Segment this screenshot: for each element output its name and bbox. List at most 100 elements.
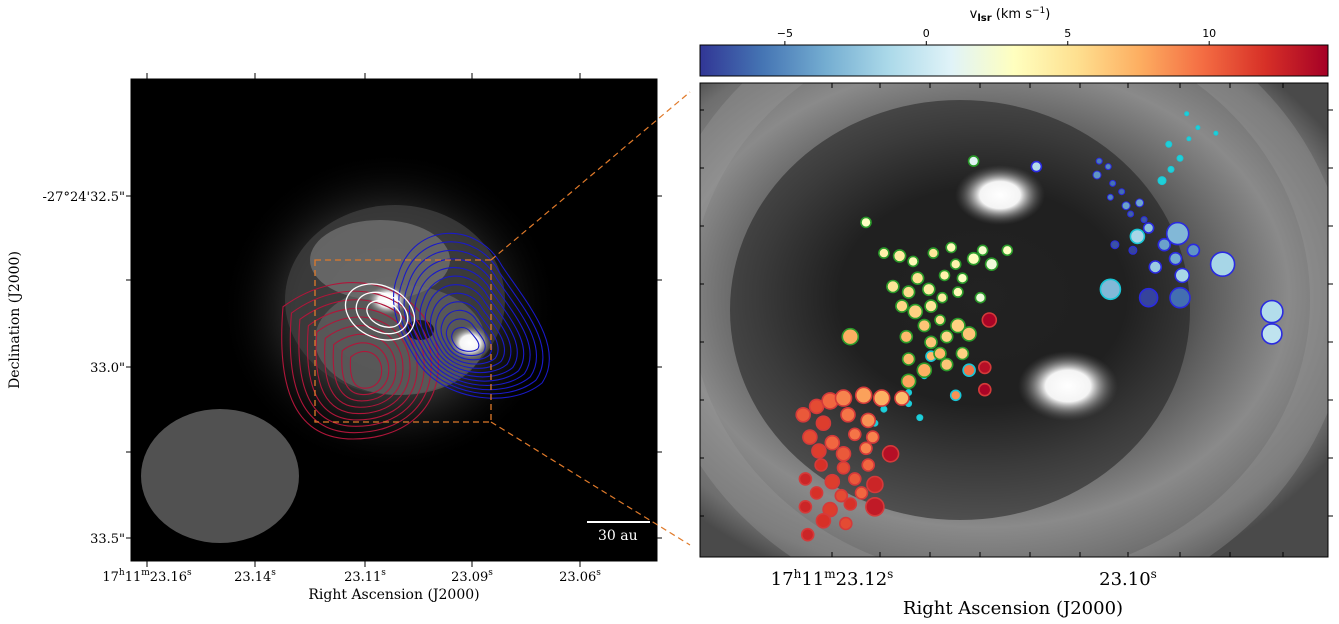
maser-spot-blue bbox=[1174, 267, 1190, 284]
maser-spot-red bbox=[847, 427, 862, 442]
white-contour bbox=[366, 300, 402, 328]
left-frame bbox=[130, 78, 658, 562]
maser-spot-green bbox=[952, 286, 964, 298]
maser-spot-green bbox=[899, 329, 914, 344]
maser-spot-red bbox=[824, 473, 841, 490]
maser-spot-green bbox=[886, 279, 900, 294]
maser-spot-green bbox=[955, 346, 970, 361]
tick-main: 23.14 bbox=[234, 570, 271, 585]
left-contours bbox=[281, 232, 550, 440]
maser-spot-blue bbox=[1148, 260, 1163, 274]
maser-spot-blue bbox=[1165, 221, 1190, 246]
beam-ellipse bbox=[141, 409, 299, 543]
left-xtick-label: 23.06s bbox=[559, 568, 601, 585]
tick-sup: h bbox=[794, 567, 802, 581]
maser-spot-red bbox=[847, 472, 862, 486]
left-ytick-label: -27°24'32.5" bbox=[43, 190, 125, 205]
maser-spot-green bbox=[895, 299, 909, 313]
tick-main: 17 bbox=[771, 569, 794, 590]
maser-spot-cyan bbox=[1186, 136, 1192, 142]
tick-sup: m bbox=[141, 568, 150, 578]
maser-spot-green bbox=[927, 247, 940, 259]
maser-spot-red bbox=[881, 444, 900, 463]
maser-spot-red bbox=[824, 434, 841, 451]
tick-sup: s bbox=[1151, 567, 1157, 581]
maser-spot-red bbox=[814, 458, 828, 472]
left-xtick-label: 23.09s bbox=[451, 568, 493, 585]
maser-spot-blue bbox=[1135, 198, 1145, 208]
maser-spot-green bbox=[924, 335, 938, 350]
tick-sup: s bbox=[187, 568, 192, 578]
maser-spot-blue bbox=[1030, 160, 1043, 173]
blue-contour bbox=[440, 309, 493, 361]
maser-spot-red bbox=[834, 488, 849, 503]
maser-spot-green bbox=[939, 357, 954, 372]
maser-spot-cyan bbox=[1176, 154, 1184, 162]
maser-spot-blue bbox=[1169, 286, 1191, 309]
maser-spot-green bbox=[910, 271, 925, 286]
maser-spot-blue bbox=[1168, 251, 1183, 266]
tick-main: 17 bbox=[102, 570, 119, 585]
maser-spot-green bbox=[907, 303, 924, 320]
maser-spot-blue bbox=[1128, 245, 1138, 255]
left-image: 30 au bbox=[141, 150, 650, 544]
maser-spot-red bbox=[795, 406, 812, 423]
cb-title-sub: lsr bbox=[977, 13, 991, 24]
maser-spot-red bbox=[815, 512, 832, 529]
maser-spot-blue bbox=[1104, 163, 1112, 171]
maser-spot-cyan bbox=[916, 414, 924, 422]
left-xtick-label: 23.11s bbox=[344, 568, 386, 585]
maser-spot-red bbox=[811, 443, 827, 459]
maser-spot-blue bbox=[1127, 210, 1135, 218]
left-ticks bbox=[126, 73, 662, 567]
blue-contour bbox=[424, 284, 512, 374]
maser-spot-red bbox=[866, 475, 884, 494]
left-ylabel: Declination (J2000) bbox=[7, 251, 23, 389]
maser-spot-red bbox=[854, 486, 869, 500]
maser-spot-red bbox=[815, 415, 832, 432]
tick-main: 23.09 bbox=[451, 570, 488, 585]
maser-spot-blue bbox=[1142, 222, 1155, 234]
left-ytick-label: 33.5" bbox=[90, 532, 125, 547]
maser-spot-green bbox=[950, 317, 966, 334]
maser-spot-blue bbox=[1109, 179, 1117, 187]
tick-sup: s bbox=[596, 568, 601, 578]
right-image bbox=[700, 83, 1328, 557]
tick-end: 23.12 bbox=[836, 569, 888, 590]
blue-contour bbox=[451, 326, 480, 352]
maser-spot-green bbox=[1001, 244, 1014, 257]
tick-sup: h bbox=[119, 568, 125, 578]
maser-spot-red bbox=[860, 412, 877, 429]
maser-spot-green bbox=[892, 249, 907, 263]
zoom-connector-top bbox=[490, 91, 691, 261]
maser-spot-blue bbox=[1118, 188, 1126, 196]
maser-spot-red bbox=[798, 499, 813, 514]
maser-spot-green bbox=[907, 255, 919, 268]
colorbar-tick-label: 0 bbox=[923, 27, 930, 40]
maser-spot-red bbox=[798, 472, 813, 486]
red-contour bbox=[306, 307, 418, 421]
tick-main: 23.10 bbox=[1099, 569, 1151, 590]
maser-spot-green bbox=[901, 285, 916, 299]
blue-contour bbox=[429, 292, 506, 369]
maser-spot-green bbox=[974, 291, 987, 304]
red-contour bbox=[341, 342, 390, 396]
maser-spot-green bbox=[976, 244, 989, 257]
right-xtick-label: 23.10s bbox=[1099, 567, 1157, 590]
tick-sup: s bbox=[381, 568, 386, 578]
maser-spot-red bbox=[802, 429, 818, 445]
maser-spot-blue bbox=[1260, 299, 1284, 324]
right-panel: 17h11m23.12s 23.10s Right Ascension (J20… bbox=[699, 82, 1333, 619]
left-xtick-label: 23.14s bbox=[234, 568, 276, 585]
maser-spot-green bbox=[956, 272, 969, 285]
colorbar: −5 0 5 10 vlsr (km s−1) bbox=[699, 6, 1329, 77]
maser-spot-blue bbox=[1157, 237, 1172, 252]
maser-spot-cyan bbox=[1195, 125, 1201, 131]
maser-spot-green bbox=[966, 251, 981, 266]
colorbar-bar bbox=[699, 44, 1329, 77]
maser-spot-green bbox=[841, 327, 860, 346]
maser-spot-cyan bbox=[1165, 140, 1173, 148]
maser-spot-green bbox=[949, 258, 962, 271]
maser-spot-red bbox=[843, 497, 858, 511]
